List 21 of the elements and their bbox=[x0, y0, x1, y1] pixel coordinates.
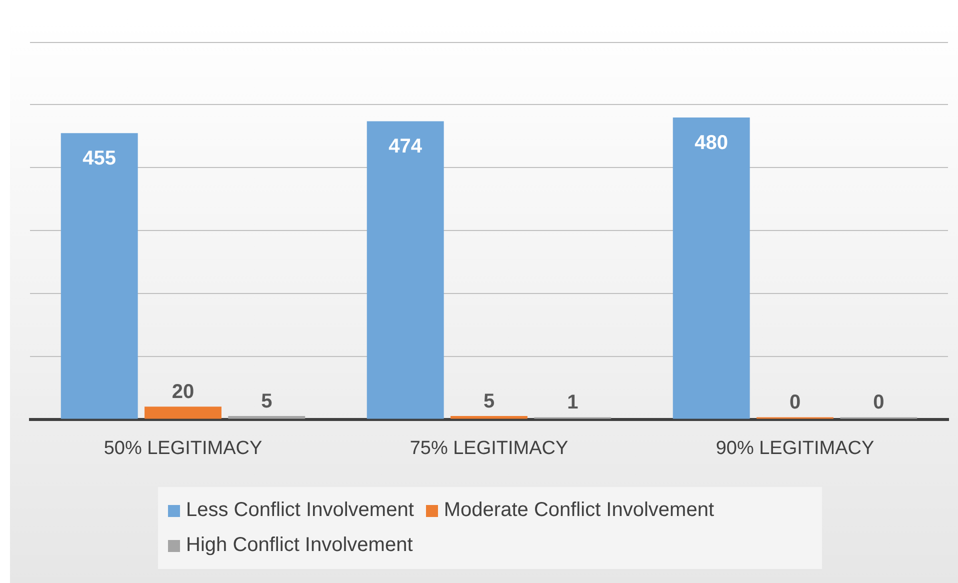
bar bbox=[672, 117, 750, 419]
legend-label: Moderate Conflict Involvement bbox=[444, 499, 714, 522]
x-tick-label: 75% LEGITIMACY bbox=[410, 438, 569, 459]
legend-label: Less Conflict Involvement bbox=[186, 499, 414, 522]
data-label: 5 bbox=[483, 390, 495, 413]
bar bbox=[60, 133, 138, 419]
x-tick-label: 50% LEGITIMACY bbox=[104, 438, 263, 459]
data-label: 480 bbox=[694, 132, 728, 154]
data-label: 474 bbox=[388, 136, 423, 158]
bar bbox=[228, 416, 306, 419]
data-label: 1 bbox=[567, 392, 578, 414]
data-label: 20 bbox=[172, 381, 194, 404]
bar bbox=[450, 416, 528, 419]
bar bbox=[366, 121, 444, 419]
data-label: 455 bbox=[82, 148, 116, 170]
data-label: 5 bbox=[261, 390, 272, 413]
bar bbox=[144, 406, 222, 419]
legend-label: High Conflict Involvement bbox=[186, 534, 413, 557]
data-label: 0 bbox=[789, 392, 801, 414]
data-label: 0 bbox=[873, 392, 884, 414]
x-tick-label: 90% LEGITIMACY bbox=[716, 438, 875, 459]
